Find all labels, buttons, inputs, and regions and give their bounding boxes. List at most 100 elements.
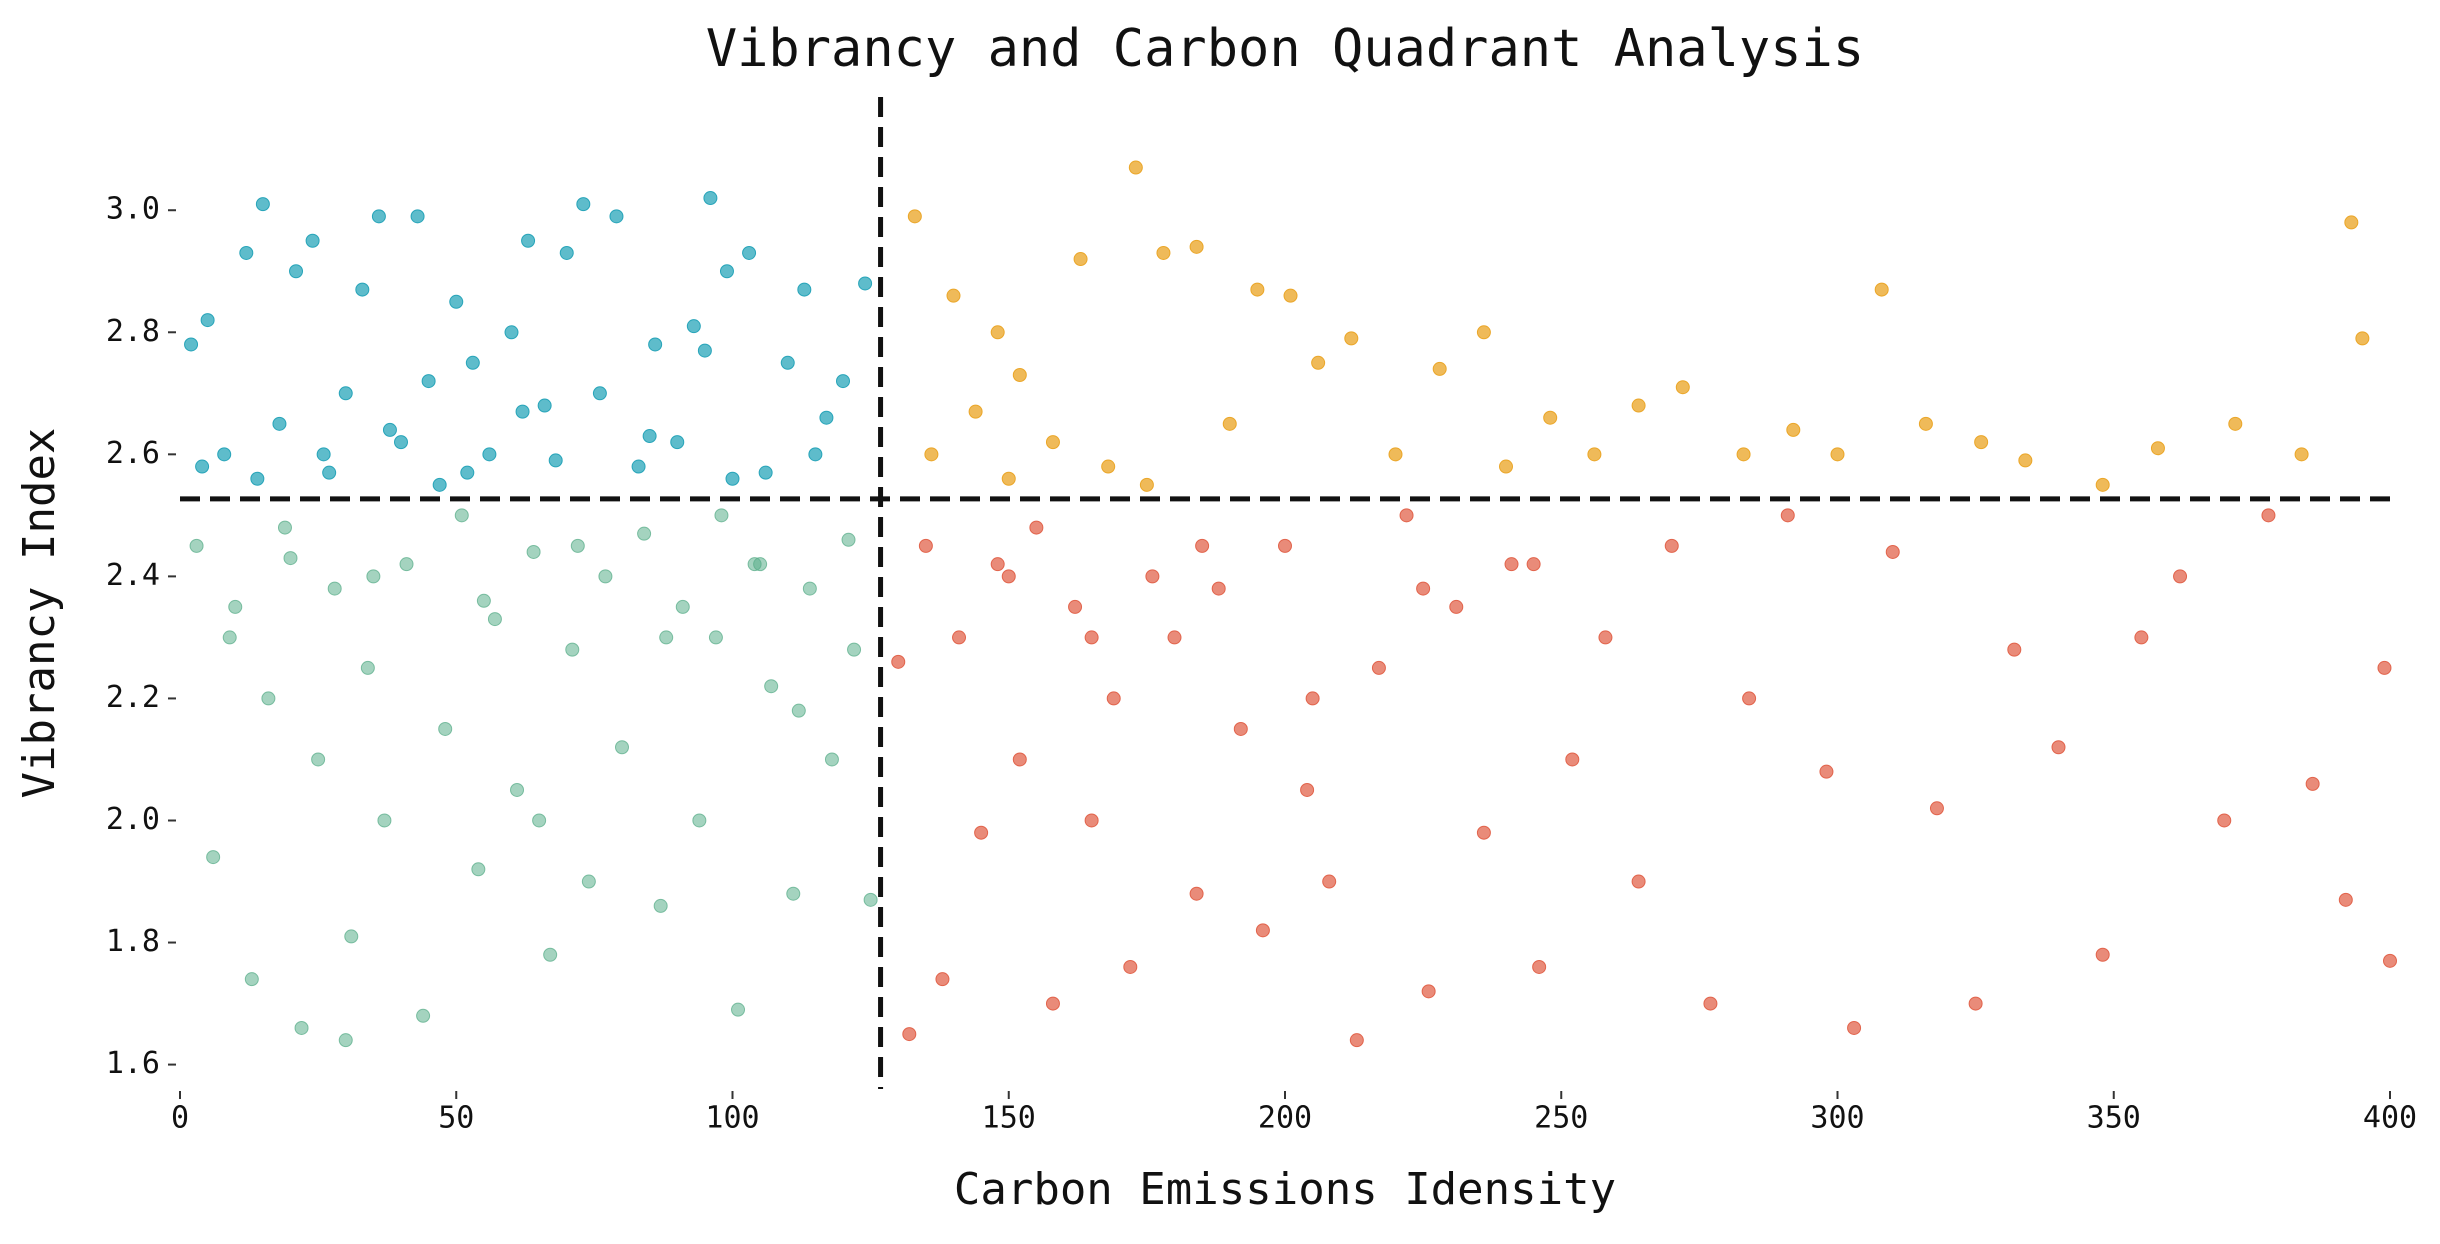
- scatter-point: [653, 898, 668, 913]
- scatter-point: [581, 874, 596, 889]
- scatter-point: [753, 557, 768, 572]
- scatter-point: [272, 416, 287, 431]
- scatter-point: [228, 599, 243, 614]
- scatter-point: [476, 593, 491, 608]
- scatter-point: [537, 398, 552, 413]
- scatter-point: [902, 1027, 917, 1042]
- scatter-point: [1631, 398, 1646, 413]
- scatter-point: [1195, 538, 1210, 553]
- scatter-point: [1703, 996, 1718, 1011]
- scatter-point: [189, 538, 204, 553]
- scatter-point: [360, 660, 375, 675]
- scatter-point: [366, 569, 381, 584]
- x-tick-label: 400: [2363, 1101, 2417, 1136]
- y-tick-label: 1.6: [106, 1046, 160, 1081]
- scatter-point: [1322, 874, 1337, 889]
- scatter-point: [1742, 691, 1757, 706]
- scatter-point: [1255, 923, 1270, 938]
- scatter-point: [2228, 416, 2243, 431]
- scatter-point: [184, 337, 199, 352]
- scatter-point: [675, 599, 690, 614]
- scatter-point: [217, 447, 232, 462]
- scatter-point: [1211, 581, 1226, 596]
- scatter-point: [515, 404, 530, 419]
- scatter-point: [487, 612, 502, 627]
- y-tick-label: 2.4: [106, 558, 160, 593]
- scatter-point: [592, 386, 607, 401]
- scatter-point: [808, 447, 823, 462]
- scatter-point: [791, 703, 806, 718]
- scatter-point: [802, 581, 817, 596]
- scatter-point: [1250, 282, 1265, 297]
- scatter-point: [521, 233, 536, 248]
- scatter-point: [316, 447, 331, 462]
- scatter-point: [2355, 331, 2370, 346]
- scatter-point: [1598, 630, 1613, 645]
- scatter-point: [2095, 947, 2110, 962]
- y-tick-label: 2.8: [106, 314, 160, 349]
- scatter-point: [714, 508, 729, 523]
- scatter-point: [1476, 825, 1491, 840]
- scatter-point: [1918, 416, 1933, 431]
- scatter-point: [250, 471, 265, 486]
- scatter-point: [416, 1008, 431, 1023]
- scatter-point: [1300, 782, 1315, 797]
- y-tick-label: 3.0: [106, 192, 160, 227]
- scatter-point: [327, 581, 342, 596]
- scatter-point: [946, 288, 961, 303]
- scatter-point: [377, 813, 392, 828]
- scatter-point: [1106, 691, 1121, 706]
- scatter-point: [305, 233, 320, 248]
- scatter-point: [570, 538, 585, 553]
- scatter-point: [1929, 801, 1944, 816]
- scatter-point: [1786, 422, 1801, 437]
- scatter-point: [2305, 776, 2320, 791]
- scatter-point: [1084, 813, 1099, 828]
- scatter-point: [968, 404, 983, 419]
- scatter-point: [659, 630, 674, 645]
- scatter-point: [311, 752, 326, 767]
- scatter-point: [1139, 477, 1154, 492]
- scatter-point: [460, 465, 475, 480]
- scatter-point: [543, 947, 558, 962]
- scatter-point: [924, 447, 939, 462]
- scatter-point: [1305, 691, 1320, 706]
- scatter-point: [532, 813, 547, 828]
- scatter-point: [355, 282, 370, 297]
- x-tick-label: 350: [2087, 1101, 2141, 1136]
- scatter-point: [1128, 160, 1143, 175]
- scatter-point: [1476, 325, 1491, 340]
- scatter-point: [1499, 459, 1513, 474]
- scatter-point: [1189, 886, 1204, 901]
- scatter-point: [1278, 538, 1292, 553]
- scatter-point: [648, 337, 663, 352]
- scatter-point: [1974, 435, 1989, 450]
- scatter-point: [631, 459, 646, 474]
- scatter-point: [344, 929, 359, 944]
- scatter-point: [261, 691, 276, 706]
- scatter-point: [764, 679, 779, 694]
- scatter-point: [482, 447, 497, 462]
- scatter-point: [2134, 630, 2149, 645]
- scatter-point: [1885, 544, 1900, 559]
- scatter-point: [1068, 599, 1083, 614]
- scatter-point: [465, 355, 480, 370]
- scatter-point: [841, 532, 856, 547]
- scatter-point: [1830, 447, 1845, 462]
- scatter-point: [891, 654, 906, 669]
- scatter-point: [471, 862, 486, 877]
- scatter-point: [1189, 239, 1204, 254]
- scatter-point: [2217, 813, 2232, 828]
- scatter-point: [1968, 996, 1983, 1011]
- scatter-point: [2018, 453, 2033, 468]
- scatter-point: [382, 422, 397, 437]
- scatter-point: [797, 282, 812, 297]
- x-tick-label: 0: [171, 1101, 189, 1136]
- scatter-point: [1311, 355, 1326, 370]
- scatter-point: [1587, 447, 1602, 462]
- scatter-point: [510, 782, 525, 797]
- scatter-point: [990, 325, 1005, 340]
- scatter-point: [836, 374, 850, 389]
- scatter-point: [283, 551, 298, 566]
- scatter-point: [2338, 892, 2353, 907]
